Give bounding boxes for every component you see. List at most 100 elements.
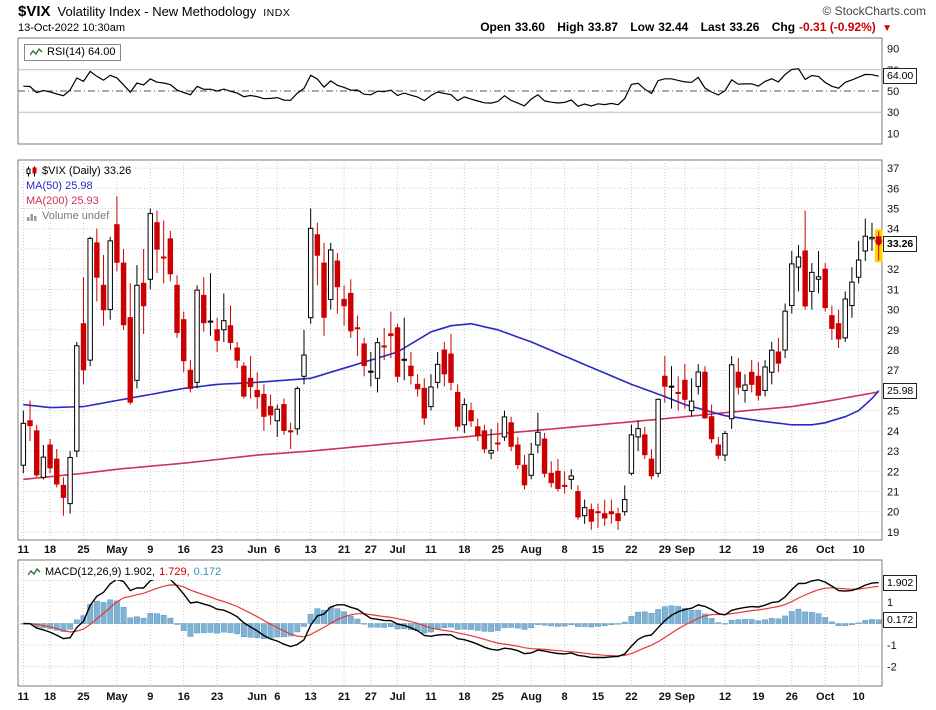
svg-text:11: 11 (425, 544, 437, 556)
svg-text:26: 26 (786, 544, 798, 556)
svg-text:Jul: Jul (390, 691, 406, 703)
svg-text:Aug: Aug (520, 691, 541, 703)
symbol: $VIX (18, 3, 51, 20)
svg-text:1: 1 (887, 597, 893, 609)
svg-text:37: 37 (887, 163, 899, 175)
svg-text:27: 27 (365, 691, 377, 703)
svg-text:32: 32 (887, 264, 899, 276)
svg-text:18: 18 (44, 691, 56, 703)
svg-text:12: 12 (719, 691, 731, 703)
svg-text:Oct: Oct (816, 691, 835, 703)
svg-text:31: 31 (887, 284, 899, 296)
svg-text:26: 26 (786, 691, 798, 703)
svg-text:-1: -1 (887, 640, 897, 652)
hist-legend-label: 0.172 (193, 566, 222, 578)
svg-text:29: 29 (659, 691, 671, 703)
svg-text:9: 9 (147, 544, 153, 556)
ma50-legend: MA(50) 25.98 (24, 180, 95, 193)
last-label: Last (700, 20, 726, 34)
svg-text:Jun: Jun (247, 544, 267, 556)
svg-text:13: 13 (305, 691, 317, 703)
svg-text:90: 90 (887, 44, 899, 56)
ma200-line (23, 391, 879, 481)
symbol-name: Volatility Index - New Methodology (57, 4, 257, 19)
svg-text:Oct: Oct (816, 544, 835, 556)
high-value: 33.87 (587, 20, 618, 34)
main-legend: $VIX (Daily) 33.26 MA(50) 25.98 MA(200) … (24, 165, 134, 225)
svg-text:25: 25 (77, 544, 89, 556)
svg-text:9: 9 (147, 691, 153, 703)
macd-legend: MACD(12,26,9) 1.902, 1.729, 0.172 (24, 565, 226, 580)
svg-text:11: 11 (425, 691, 437, 703)
low-value: 32.44 (658, 20, 689, 34)
svg-text:Sep: Sep (675, 691, 695, 703)
svg-text:19: 19 (887, 527, 899, 539)
svg-text:50: 50 (887, 86, 899, 98)
down-arrow-icon: ▼ (882, 23, 892, 34)
ma50-value-box: 25.98 (883, 382, 918, 399)
last-price-box: 33.26 (883, 235, 918, 252)
open-value: 33.60 (514, 20, 545, 34)
high-label: High (557, 20, 584, 34)
svg-text:Jun: Jun (247, 691, 267, 703)
low-label: Low (630, 20, 655, 34)
svg-text:27: 27 (887, 365, 899, 377)
chart-title: $VIX Volatility Index - New Methodology … (18, 3, 290, 20)
svg-text:21: 21 (338, 544, 350, 556)
price-legend: $VIX (Daily) 33.26 (24, 165, 134, 178)
hist-value-box: 0.172 (883, 611, 918, 628)
rsi-line (23, 68, 879, 107)
svg-text:30: 30 (887, 305, 899, 317)
svg-text:May: May (106, 544, 128, 556)
macd-value-box: 1.902 (883, 574, 918, 591)
svg-text:-2: -2 (887, 662, 897, 674)
svg-text:20: 20 (887, 507, 899, 519)
svg-text:30: 30 (887, 107, 899, 119)
signal-legend-label: 1.729, (159, 566, 190, 578)
svg-text:15: 15 (592, 691, 604, 703)
svg-text:25: 25 (492, 691, 504, 703)
svg-text:29: 29 (659, 544, 671, 556)
svg-text:28: 28 (887, 345, 899, 357)
svg-text:8: 8 (562, 691, 568, 703)
svg-text:35: 35 (887, 204, 899, 216)
ma50-line (23, 322, 880, 426)
signal-line (23, 584, 879, 657)
svg-text:29: 29 (887, 325, 899, 337)
open-label: Open (480, 20, 511, 34)
svg-text:23: 23 (211, 544, 223, 556)
svg-text:10: 10 (852, 691, 864, 703)
svg-text:10: 10 (852, 544, 864, 556)
svg-text:16: 16 (178, 691, 190, 703)
svg-text:6: 6 (274, 691, 280, 703)
svg-text:23: 23 (211, 691, 223, 703)
copyright: © StockCharts.com (822, 4, 926, 18)
svg-text:36: 36 (887, 183, 899, 195)
svg-text:May: May (106, 691, 128, 703)
svg-text:19: 19 (752, 691, 764, 703)
volume-legend-label: Volume undef (42, 210, 110, 222)
rsi-legend: RSI(14) 64.00 (24, 44, 122, 61)
price-legend-label: $VIX (Daily) 33.26 (42, 165, 132, 177)
svg-text:25: 25 (492, 544, 504, 556)
svg-text:34: 34 (887, 224, 899, 236)
svg-text:18: 18 (458, 544, 470, 556)
svg-text:25: 25 (77, 691, 89, 703)
svg-text:18: 18 (458, 691, 470, 703)
svg-text:24: 24 (887, 426, 899, 438)
quote-line: Open 33.60 High 33.87 Low 32.44 Last 33.26 C… (480, 20, 892, 34)
svg-text:25: 25 (887, 406, 899, 418)
volume-legend: Volume undef (24, 210, 112, 223)
rsi-value-box: 64.00 (883, 68, 918, 85)
chg-value: -0.31 (-0.92%) (799, 20, 876, 34)
chg-label: Chg (771, 20, 796, 34)
last-price-arrow (874, 240, 883, 247)
svg-text:21: 21 (887, 486, 899, 498)
svg-text:8: 8 (562, 544, 568, 556)
svg-text:16: 16 (178, 544, 190, 556)
svg-text:22: 22 (887, 466, 899, 478)
macd-legend-label: MACD(12,26,9) 1.902, (45, 566, 156, 578)
svg-text:13: 13 (305, 544, 317, 556)
volume-icon (26, 212, 38, 221)
